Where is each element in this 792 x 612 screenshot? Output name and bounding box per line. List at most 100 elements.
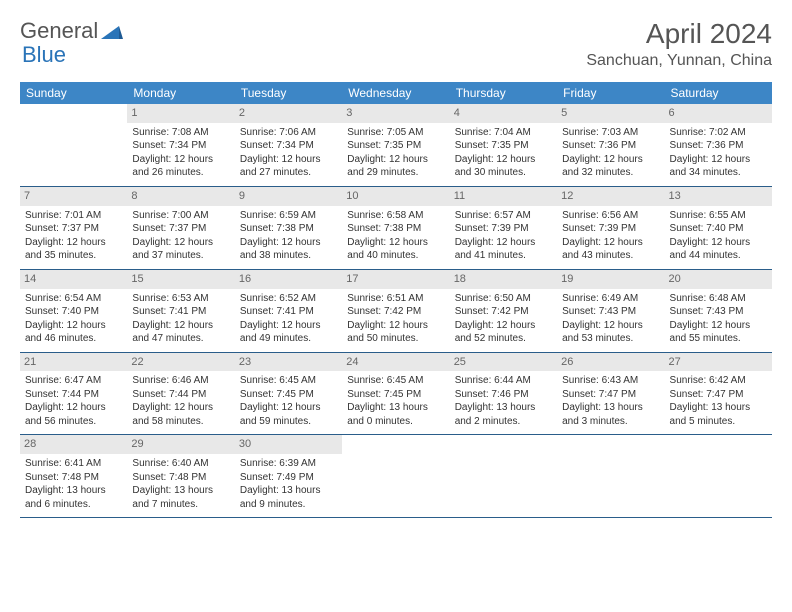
day-info-line: and 44 minutes.: [670, 249, 767, 263]
day-info-line: Sunset: 7:37 PM: [25, 222, 122, 236]
day-info-line: Sunrise: 6:57 AM: [455, 209, 552, 223]
day-cell: 17Sunrise: 6:51 AMSunset: 7:42 PMDayligh…: [342, 269, 449, 352]
day-number: 15: [127, 270, 234, 289]
day-number: 28: [20, 435, 127, 454]
day-info-line: and 58 minutes.: [132, 415, 229, 429]
day-info-line: Daylight: 13 hours: [132, 484, 229, 498]
day-number: 2: [235, 104, 342, 123]
day-number: 20: [665, 270, 772, 289]
day-cell: 11Sunrise: 6:57 AMSunset: 7:39 PMDayligh…: [450, 186, 557, 269]
day-cell: 22Sunrise: 6:46 AMSunset: 7:44 PMDayligh…: [127, 352, 234, 435]
header: General April 2024 Sanchuan, Yunnan, Chi…: [20, 18, 772, 70]
day-cell: 28 Sunrise: 6:41 AMSunset: 7:48 PMDayligh…: [20, 435, 127, 518]
day-info-line: Daylight: 12 hours: [670, 319, 767, 333]
day-info-line: Sunrise: 7:03 AM: [562, 126, 659, 140]
day-info-line: Sunrise: 6:41 AM: [25, 457, 122, 471]
location: Sanchuan, Yunnan, China: [586, 52, 772, 70]
day-info-line: Sunset: 7:35 PM: [455, 139, 552, 153]
day-cell: [557, 435, 664, 518]
day-info-line: Sunset: 7:38 PM: [347, 222, 444, 236]
day-info-line: Sunrise: 7:01 AM: [25, 209, 122, 223]
day-info-line: Sunset: 7:44 PM: [25, 388, 122, 402]
day-info-line: and 9 minutes.: [240, 498, 337, 512]
day-info-line: and 50 minutes.: [347, 332, 444, 346]
day-info-line: Daylight: 12 hours: [455, 236, 552, 250]
day-cell: 9Sunrise: 6:59 AMSunset: 7:38 PMDaylight…: [235, 186, 342, 269]
day-info-line: Sunrise: 7:00 AM: [132, 209, 229, 223]
day-info-line: Sunrise: 7:04 AM: [455, 126, 552, 140]
day-info-line: Daylight: 13 hours: [25, 484, 122, 498]
day-info-line: Sunset: 7:43 PM: [562, 305, 659, 319]
day-number: 16: [235, 270, 342, 289]
day-info-line: Sunrise: 6:52 AM: [240, 292, 337, 306]
day-info-line: Sunrise: 6:55 AM: [670, 209, 767, 223]
day-info-line: and 37 minutes.: [132, 249, 229, 263]
weekday-header: Thursday: [450, 82, 557, 104]
day-info-line: Sunrise: 7:06 AM: [240, 126, 337, 140]
day-info-line: Sunset: 7:49 PM: [240, 471, 337, 485]
day-number: 17: [342, 270, 449, 289]
day-cell: 3Sunrise: 7:05 AMSunset: 7:35 PMDaylight…: [342, 104, 449, 186]
day-info-line: and 6 minutes.: [25, 498, 122, 512]
day-cell: 25Sunrise: 6:44 AMSunset: 7:46 PMDayligh…: [450, 352, 557, 435]
day-info-line: Daylight: 12 hours: [132, 236, 229, 250]
day-info-line: Daylight: 12 hours: [132, 401, 229, 415]
day-info-line: Sunset: 7:38 PM: [240, 222, 337, 236]
weekday-header-row: Sunday Monday Tuesday Wednesday Thursday…: [20, 82, 772, 104]
day-info-line: Sunset: 7:39 PM: [562, 222, 659, 236]
day-info-line: Daylight: 12 hours: [240, 401, 337, 415]
day-cell: 7Sunrise: 7:01 AMSunset: 7:37 PMDaylight…: [20, 186, 127, 269]
day-cell: 30Sunrise: 6:39 AMSunset: 7:49 PMDayligh…: [235, 435, 342, 518]
day-info-line: Sunrise: 6:59 AM: [240, 209, 337, 223]
day-cell: 27Sunrise: 6:42 AMSunset: 7:47 PMDayligh…: [665, 352, 772, 435]
title-block: April 2024 Sanchuan, Yunnan, China: [586, 18, 772, 70]
day-info-line: Sunset: 7:47 PM: [670, 388, 767, 402]
day-number: 8: [127, 187, 234, 206]
day-info-line: Sunset: 7:34 PM: [240, 139, 337, 153]
day-cell: 29Sunrise: 6:40 AMSunset: 7:48 PMDayligh…: [127, 435, 234, 518]
day-info-line: and 41 minutes.: [455, 249, 552, 263]
day-info-line: Daylight: 12 hours: [562, 153, 659, 167]
day-info-line: Sunrise: 6:49 AM: [562, 292, 659, 306]
day-info-line: Daylight: 12 hours: [455, 319, 552, 333]
day-number: 4: [450, 104, 557, 123]
weekday-header: Tuesday: [235, 82, 342, 104]
day-info-line: Sunset: 7:45 PM: [347, 388, 444, 402]
day-cell: [450, 435, 557, 518]
day-number: 26: [557, 353, 664, 372]
month-title: April 2024: [586, 18, 772, 50]
day-cell: [665, 435, 772, 518]
day-number: 9: [235, 187, 342, 206]
day-cell: 13Sunrise: 6:55 AMSunset: 7:40 PMDayligh…: [665, 186, 772, 269]
day-info-line: Sunrise: 7:08 AM: [132, 126, 229, 140]
day-cell: 16Sunrise: 6:52 AMSunset: 7:41 PMDayligh…: [235, 269, 342, 352]
day-info-line: Sunset: 7:48 PM: [25, 471, 122, 485]
day-cell: 15Sunrise: 6:53 AMSunset: 7:41 PMDayligh…: [127, 269, 234, 352]
day-cell: 5Sunrise: 7:03 AMSunset: 7:36 PMDaylight…: [557, 104, 664, 186]
day-info-line: Daylight: 13 hours: [240, 484, 337, 498]
day-info-line: Daylight: 13 hours: [670, 401, 767, 415]
day-info-line: and 59 minutes.: [240, 415, 337, 429]
day-info-line: Daylight: 12 hours: [670, 236, 767, 250]
day-cell: 8Sunrise: 7:00 AMSunset: 7:37 PMDaylight…: [127, 186, 234, 269]
week-row: 21Sunrise: 6:47 AMSunset: 7:44 PMDayligh…: [20, 352, 772, 435]
day-cell: 24Sunrise: 6:45 AMSunset: 7:45 PMDayligh…: [342, 352, 449, 435]
day-info-line: Sunset: 7:43 PM: [670, 305, 767, 319]
day-number: 25: [450, 353, 557, 372]
day-info-line: Daylight: 12 hours: [562, 319, 659, 333]
day-info-line: Sunset: 7:42 PM: [455, 305, 552, 319]
day-cell: 14Sunrise: 6:54 AMSunset: 7:40 PMDayligh…: [20, 269, 127, 352]
day-number: 3: [342, 104, 449, 123]
day-info-line: Daylight: 12 hours: [25, 319, 122, 333]
day-cell: 23Sunrise: 6:45 AMSunset: 7:45 PMDayligh…: [235, 352, 342, 435]
week-row: 7Sunrise: 7:01 AMSunset: 7:37 PMDaylight…: [20, 186, 772, 269]
day-cell: 12Sunrise: 6:56 AMSunset: 7:39 PMDayligh…: [557, 186, 664, 269]
day-number: 22: [127, 353, 234, 372]
day-info-line: Sunrise: 7:02 AM: [670, 126, 767, 140]
week-row: 14Sunrise: 6:54 AMSunset: 7:40 PMDayligh…: [20, 269, 772, 352]
day-info-line: Sunset: 7:35 PM: [347, 139, 444, 153]
day-info-line: Sunrise: 6:58 AM: [347, 209, 444, 223]
day-info-line: Daylight: 12 hours: [347, 153, 444, 167]
day-info-line: Sunset: 7:46 PM: [455, 388, 552, 402]
weekday-header: Sunday: [20, 82, 127, 104]
